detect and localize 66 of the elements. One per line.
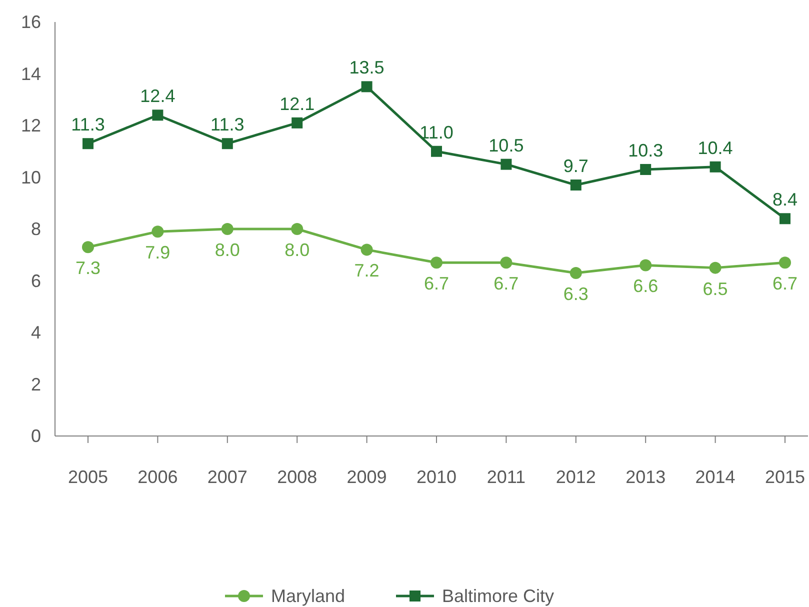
data-label: 8.4	[772, 190, 798, 210]
data-label: 12.4	[140, 86, 176, 106]
data-label: 6.5	[702, 278, 728, 299]
point	[779, 256, 791, 269]
x-tick-label: 2014	[695, 467, 736, 487]
point	[361, 81, 372, 92]
data-label: 10.3	[628, 140, 664, 160]
point	[570, 266, 582, 279]
y-tick-label: 12	[20, 116, 41, 136]
point	[222, 138, 233, 150]
x-tick-label: 2013	[626, 467, 666, 487]
y-tick-label: 8	[30, 219, 41, 239]
y-tick-label: 0	[30, 426, 41, 446]
data-label: 12.1	[280, 94, 315, 114]
point	[710, 161, 721, 172]
data-label: 11.0	[420, 122, 454, 142]
point	[82, 138, 94, 150]
data-label: 6.7	[424, 274, 450, 294]
y-tick-label: 14	[20, 64, 41, 84]
data-label: 10.5	[488, 135, 524, 156]
data-label: 6.6	[633, 276, 658, 296]
data-label: 7.3	[75, 258, 101, 278]
y-tick-label: 16	[20, 12, 41, 32]
point	[431, 146, 442, 157]
point	[291, 223, 304, 235]
y-tick-label: 10	[20, 167, 41, 188]
x-tick-label: 2008	[277, 467, 318, 487]
x-tick-label: 2007	[207, 467, 248, 487]
legend-label: Maryland	[271, 586, 346, 606]
legend-label: Baltimore City	[442, 586, 554, 606]
point	[430, 256, 442, 269]
point	[152, 226, 164, 238]
data-label: 6.3	[563, 284, 588, 304]
data-label: 6.7	[772, 274, 798, 294]
point	[709, 262, 722, 274]
x-tick-label: 2011	[486, 467, 526, 487]
data-label: 10.4	[698, 138, 733, 158]
x-tick-label: 2010	[416, 467, 457, 487]
data-label: 9.7	[563, 156, 588, 176]
point	[292, 117, 303, 128]
data-label: 7.9	[145, 242, 170, 263]
x-tick-label: 2015	[764, 467, 806, 487]
data-label: 11.3	[71, 114, 105, 135]
point	[640, 259, 652, 272]
data-label: 11.3	[210, 114, 244, 135]
point	[780, 213, 790, 224]
point	[500, 158, 512, 170]
data-label: 7.2	[354, 260, 380, 281]
point	[221, 223, 234, 235]
point	[152, 110, 164, 121]
data-label: 6.7	[494, 274, 519, 294]
y-tick-label: 6	[30, 270, 41, 291]
x-tick-label: 2005	[68, 467, 108, 487]
x-tick-label: 2006	[138, 467, 178, 487]
point	[82, 241, 94, 254]
data-label: 8.0	[284, 240, 310, 260]
y-tick-label: 4	[30, 322, 41, 342]
point	[500, 256, 512, 269]
data-label: 8.0	[214, 240, 240, 260]
point	[360, 244, 373, 256]
point	[640, 164, 652, 175]
x-tick-label: 2009	[346, 467, 387, 487]
y-tick-label: 2	[30, 374, 41, 394]
x-tick-label: 2012	[556, 467, 596, 487]
data-label: 13.5	[349, 58, 384, 78]
point	[570, 180, 582, 191]
